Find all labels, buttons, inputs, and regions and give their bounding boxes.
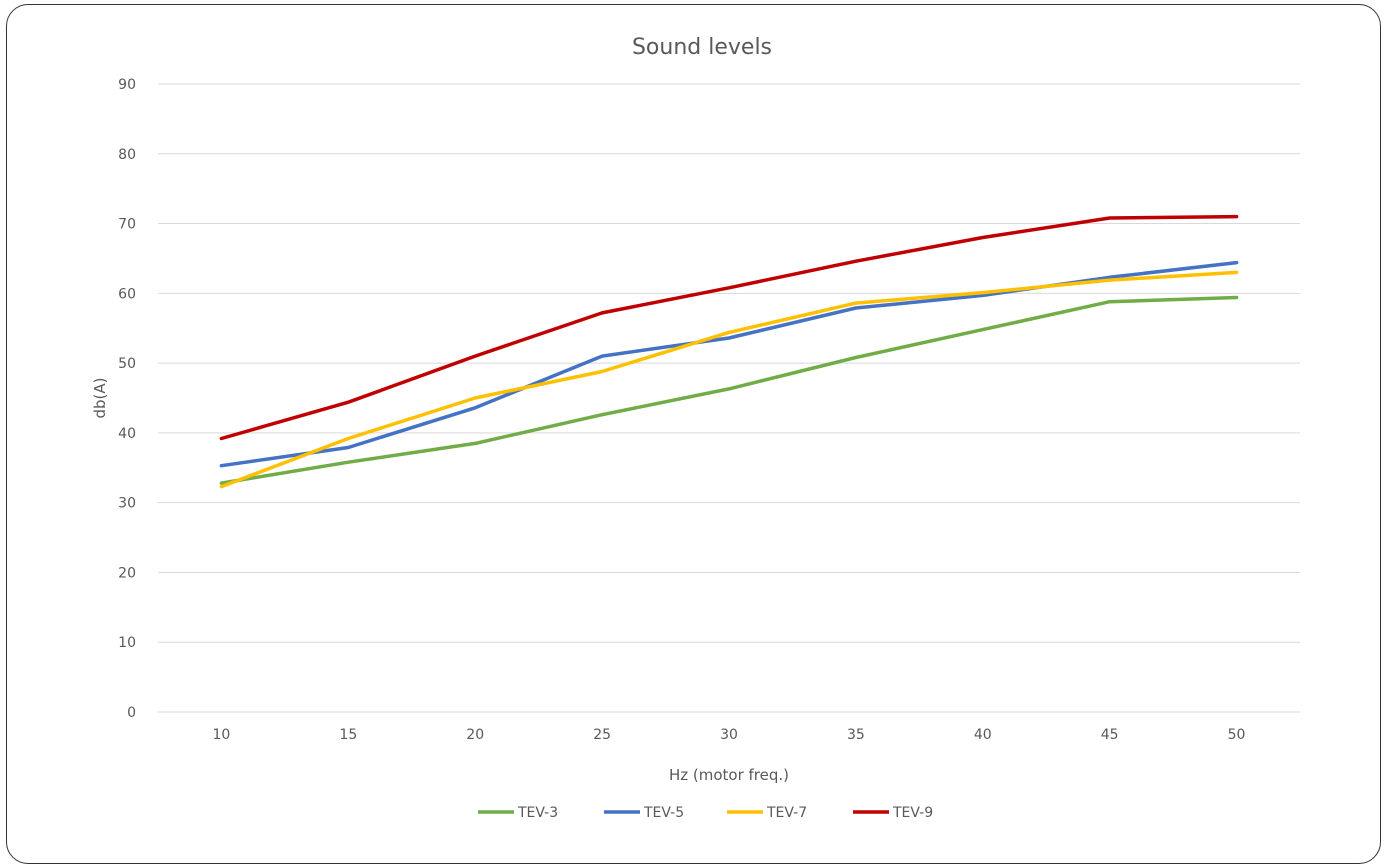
x-tick-label: 15 <box>339 727 357 743</box>
legend-item-tev-7: TEV-7 <box>727 805 807 821</box>
x-axis-ticks: 10 15 20 25 30 35 40 45 50 <box>213 727 1246 743</box>
x-tick-label: 40 <box>974 727 992 743</box>
y-tick-label: 10 <box>118 635 136 651</box>
legend-item-tev-3: TEV-3 <box>478 805 558 821</box>
y-axis-label: db(A) <box>91 377 109 418</box>
y-tick-label: 80 <box>118 147 136 163</box>
x-tick-label: 30 <box>720 727 738 743</box>
x-tick-label: 20 <box>466 727 484 743</box>
legend-label: TEV-7 <box>766 805 807 821</box>
legend-label: TEV-5 <box>643 805 684 821</box>
x-tick-label: 25 <box>593 727 611 743</box>
y-axis-ticks: 0 10 20 30 40 50 60 70 80 90 <box>118 77 136 721</box>
y-tick-label: 70 <box>118 217 136 233</box>
y-tick-label: 0 <box>127 705 136 721</box>
legend-item-tev-5: TEV-5 <box>604 805 684 821</box>
legend: TEV-3 TEV-5 TEV-7 TEV-9 <box>478 805 933 821</box>
x-tick-label: 35 <box>847 727 865 743</box>
x-axis-label: Hz (motor freq.) <box>669 766 789 784</box>
series-line-tev-3 <box>219 295 1239 485</box>
x-tick-label: 50 <box>1228 727 1246 743</box>
y-tick-label: 60 <box>118 286 136 302</box>
series-line-tev-7 <box>219 270 1239 489</box>
x-tick-label: 10 <box>213 727 231 743</box>
legend-label: TEV-3 <box>517 805 558 821</box>
y-tick-label: 40 <box>118 426 136 442</box>
y-tick-label: 50 <box>118 356 136 372</box>
series-line-tev-9 <box>219 214 1239 441</box>
chart-title: Sound levels <box>632 35 772 60</box>
gridlines <box>158 83 1300 713</box>
legend-item-tev-9: TEV-9 <box>853 805 933 821</box>
y-tick-label: 90 <box>118 77 136 93</box>
x-tick-label: 45 <box>1101 727 1119 743</box>
y-tick-label: 30 <box>118 496 136 512</box>
y-tick-label: 20 <box>118 565 136 581</box>
series-lines <box>219 214 1239 489</box>
legend-label: TEV-9 <box>892 805 933 821</box>
